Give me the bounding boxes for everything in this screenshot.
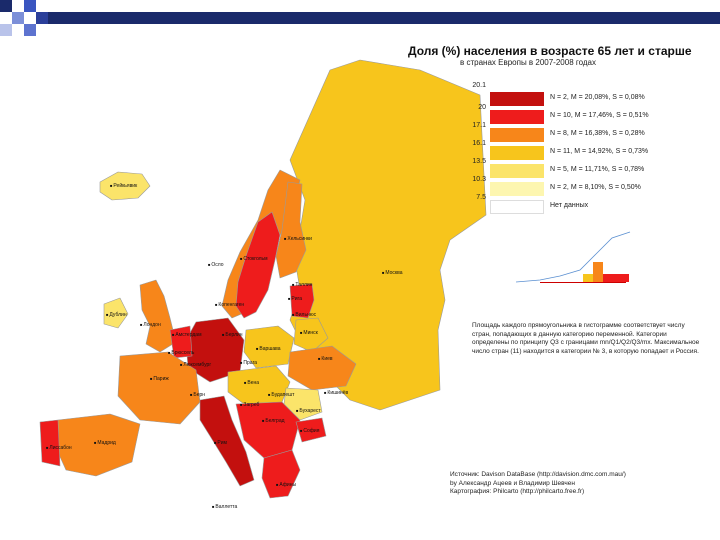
legend-tick: 13.5 [472,158,486,165]
city-label: Рим [214,440,227,446]
legend-label: N = 10, M = 17,46%, S = 0,51% [550,112,649,119]
city-label: Киев [318,356,332,362]
city-label: Вена [244,380,259,386]
source-line: Источник: Davison DataBase (http://davis… [450,471,626,478]
histogram-note: Площадь каждого прямоугольника в гистогр… [472,322,700,355]
source-credits: Источник: Davison DataBase (http://davis… [450,471,710,497]
region-finland [275,181,307,279]
legend-tick: 20.1 [472,82,486,89]
legend-row-nodata: Нет данных [490,200,690,214]
city-label: Амстердам [172,332,201,338]
region-sweden [235,211,281,319]
city-label: Мадрид [94,440,115,446]
city-label: Кишинёв [324,390,348,396]
legend-label: N = 8, M = 16,38%, S = 0,28% [550,130,645,137]
legend-label: N = 2, M = 8,10%, S = 0,50% [550,184,641,191]
legend-label: N = 5, M = 11,71%, S = 0,78% [550,166,645,173]
city-label: Хельсинки [284,236,312,242]
legend-swatch-nodata [490,200,544,214]
region-uk [139,279,177,353]
city-label: Рейкьявик [110,183,137,189]
legend-tick: 16.1 [472,140,486,147]
region-greece [261,449,301,499]
city-label: Париж [150,376,168,382]
region-portugal [39,419,61,467]
region-russia [289,59,487,411]
city-label: София [300,428,319,434]
legend-swatch [490,146,544,160]
city-label: Загреб [240,402,259,408]
legend-swatch [490,128,544,142]
legend-label-nodata: Нет данных [550,202,589,209]
city-label: Варшава [256,346,280,352]
city-label: Брюссель [168,350,194,356]
city-label: Москва [382,270,402,276]
city-label: Бухарест [296,408,320,414]
city-label: Белград [262,418,284,424]
city-label: Вильнюс [292,312,316,318]
legend-tick: 17.1 [472,122,486,129]
city-label: Валлетта [212,504,237,510]
legend-swatch [490,164,544,178]
city-label: Рига [288,296,302,302]
legend-row: N = 2, M = 8,10%, S = 0,50% [490,182,690,196]
legend-tick: 7.5 [476,194,486,201]
city-label: Дублин [106,312,126,318]
legend-label: N = 11, M = 14,92%, S = 0,73% [550,148,649,155]
city-label: Таллин [292,282,312,288]
legend-row: N = 5, M = 11,71%, S = 0,78% [490,164,690,178]
city-label: Афины [276,482,296,488]
city-label: Прага [240,360,257,366]
city-label: Берлин [222,332,242,338]
city-label: Берн [190,392,205,398]
source-line: by Александр Ацеев и Владимир Шевчен [450,479,575,487]
legend-swatch [490,92,544,106]
legend-swatch [490,182,544,196]
histogram [515,231,631,283]
map-title: Доля (%) населения в возрасте 65 лет и с… [408,44,692,58]
city-label: Будапешт [268,392,294,398]
legend-tick: 10.3 [472,176,486,183]
source-line: Картография: Philcarto (http://philcarto… [450,488,585,495]
legend-row: N = 2, M = 20,08%, S = 0,08% [490,92,690,106]
region-ukraine [287,345,357,391]
region-italy [199,395,255,487]
city-label: Люксембург [180,362,211,368]
city-label: Лиссабон [46,445,71,451]
city-label: Минск [300,330,317,336]
legend-row: N = 8, M = 16,38%, S = 0,28% [490,128,690,142]
city-label: Стокгольм [240,256,267,262]
map-subtitle: в странах Европы в 2007-2008 годах [460,58,596,67]
city-label: Лондон [140,322,160,328]
legend-swatch [490,110,544,124]
legend-label: N = 2, M = 20,08%, S = 0,08% [550,94,645,101]
legend-row: N = 10, M = 17,46%, S = 0,51% [490,110,690,124]
city-label: Копенгаген [215,302,244,308]
legend-tick: 20 [478,104,486,111]
header-stripe [48,12,720,24]
city-label: Осло [208,262,223,268]
corner-decoration [0,0,60,50]
legend-row: N = 11, M = 14,92%, S = 0,73% [490,146,690,160]
